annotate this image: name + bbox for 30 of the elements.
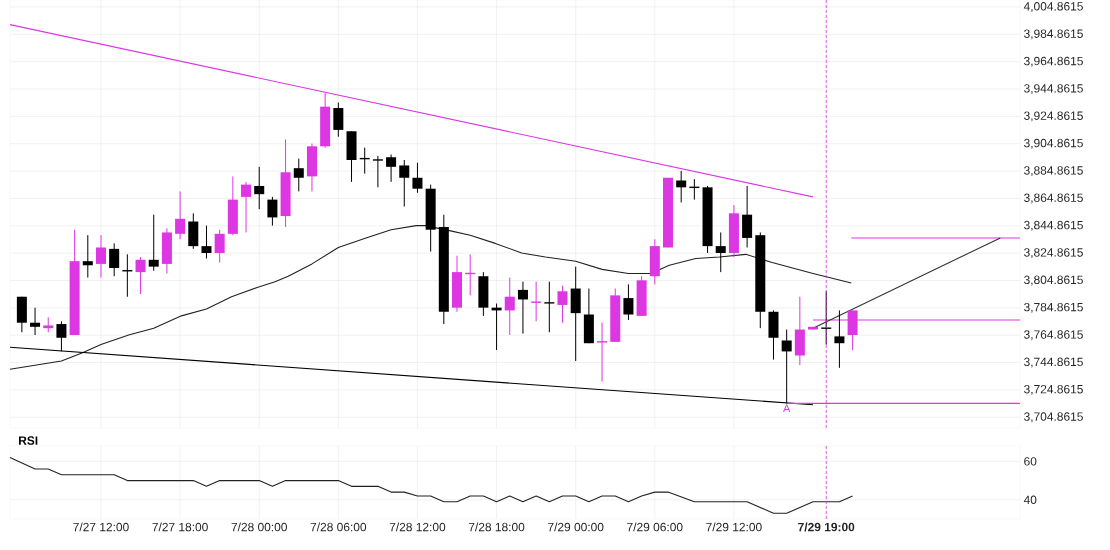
chart-title: RSI: [19, 436, 38, 445]
y-tick-label: 3,804.8615: [1024, 275, 1083, 286]
x-tick-label: 7/29 19:00: [798, 522, 855, 532]
x-tick-label: 7/29 12:00: [706, 522, 762, 532]
y-tick-label: 3,964.8615: [1024, 56, 1083, 67]
y-tick-label: 3,944.8615: [1024, 84, 1083, 95]
y-tick-label: 3,764.8615: [1024, 330, 1083, 341]
y-tick-label: 3,724.8615: [1024, 384, 1083, 395]
y-tick-label: 3,884.8615: [1024, 166, 1083, 177]
x-tick-label: 7/27 18:00: [152, 522, 208, 532]
y-tick-label: 3,784.8615: [1024, 302, 1083, 313]
x-tick-label: 7/28 06:00: [310, 522, 367, 532]
x-tick-label: 7/29 00:00: [548, 522, 604, 532]
x-tick-label: 7/27 12:00: [73, 522, 129, 532]
y-tick-label: 3,844.8615: [1024, 220, 1083, 231]
y-tick-label: 60: [1024, 457, 1037, 466]
y-tick-label: 40: [1023, 495, 1037, 505]
y-tick-label: 3,904.8615: [1024, 138, 1083, 149]
x-tick-label: 7/28 18:00: [468, 522, 525, 532]
y-tick-label: 3,864.8615: [1024, 193, 1083, 204]
y-tick-label: 3,924.8615: [1024, 111, 1083, 122]
y-tick-label: 3,704.8615: [1024, 412, 1083, 423]
y-tick-label: 3,744.8615: [1024, 357, 1083, 368]
x-tick-label: 7/28 00:00: [231, 522, 287, 532]
annotation: A: [783, 404, 791, 413]
x-tick-label: 7/28 12:00: [389, 522, 446, 532]
x-tick-label: 7/29 06:00: [627, 522, 683, 532]
y-tick-label: 3,984.8615: [1024, 29, 1083, 40]
y-tick-label: 4,004.8615: [1023, 2, 1083, 12]
y-tick-label: 3,824.8615: [1024, 248, 1083, 259]
